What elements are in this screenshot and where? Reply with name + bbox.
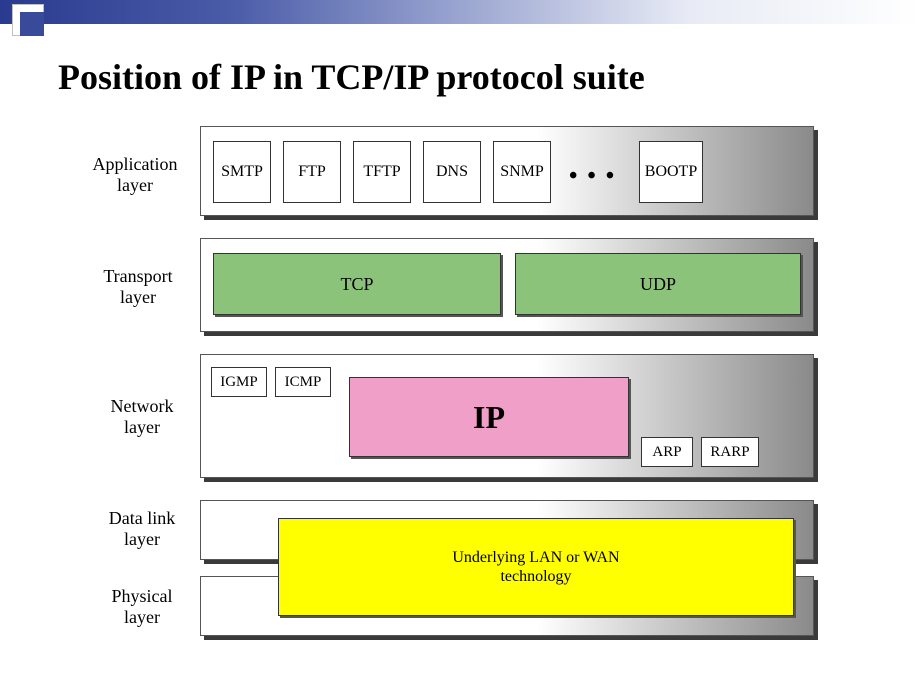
lan-wan-text: Underlying LAN or WAN technology — [452, 548, 619, 586]
label-line: Data link — [109, 508, 175, 528]
label-line: layer — [120, 287, 156, 307]
protocol-stack-diagram: Application layer SMTP FTP TFTP DNS SNMP… — [58, 126, 866, 660]
application-layer-label: Application layer — [80, 154, 190, 195]
protocol-ftp: FTP — [283, 141, 341, 203]
label-line: Application — [93, 154, 178, 174]
protocol-rarp: RARP — [701, 437, 759, 467]
datalink-layer-label: Data link layer — [92, 508, 192, 549]
label-line: Network — [111, 396, 174, 416]
corner-square-inner — [20, 12, 44, 36]
lan-wan-line: Underlying LAN or WAN — [452, 549, 619, 566]
lan-wan-line: technology — [500, 568, 571, 585]
protocol-udp: UDP — [515, 253, 801, 315]
ellipsis-icon: • • • — [569, 163, 616, 190]
protocol-snmp: SNMP — [493, 141, 551, 203]
network-layer-label: Network layer — [92, 396, 192, 437]
protocol-bootp: BOOTP — [639, 141, 703, 203]
protocol-tcp: TCP — [213, 253, 501, 315]
label-line: layer — [124, 607, 160, 627]
label-line: layer — [124, 417, 160, 437]
protocol-dns: DNS — [423, 141, 481, 203]
protocol-icmp: ICMP — [275, 367, 331, 397]
slide-title: Position of IP in TCP/IP protocol suite — [58, 56, 645, 98]
transport-layer-box: TCP UDP — [200, 238, 814, 332]
network-layer-box: IGMP ICMP IP ARP RARP — [200, 354, 814, 478]
protocol-arp: ARP — [641, 437, 693, 467]
underlying-lan-wan-box: Underlying LAN or WAN technology — [278, 518, 794, 616]
slide-top-bar — [0, 0, 920, 24]
physical-layer-label: Physical layer — [92, 586, 192, 627]
label-line: layer — [124, 529, 160, 549]
protocol-smtp: SMTP — [213, 141, 271, 203]
protocol-igmp: IGMP — [211, 367, 267, 397]
protocol-ip: IP — [349, 377, 629, 457]
label-line: Transport — [103, 266, 172, 286]
label-line: Physical — [112, 586, 173, 606]
application-layer-box: SMTP FTP TFTP DNS SNMP • • • BOOTP — [200, 126, 814, 216]
protocol-tftp: TFTP — [353, 141, 411, 203]
label-line: layer — [117, 175, 153, 195]
transport-layer-label: Transport layer — [88, 266, 188, 307]
